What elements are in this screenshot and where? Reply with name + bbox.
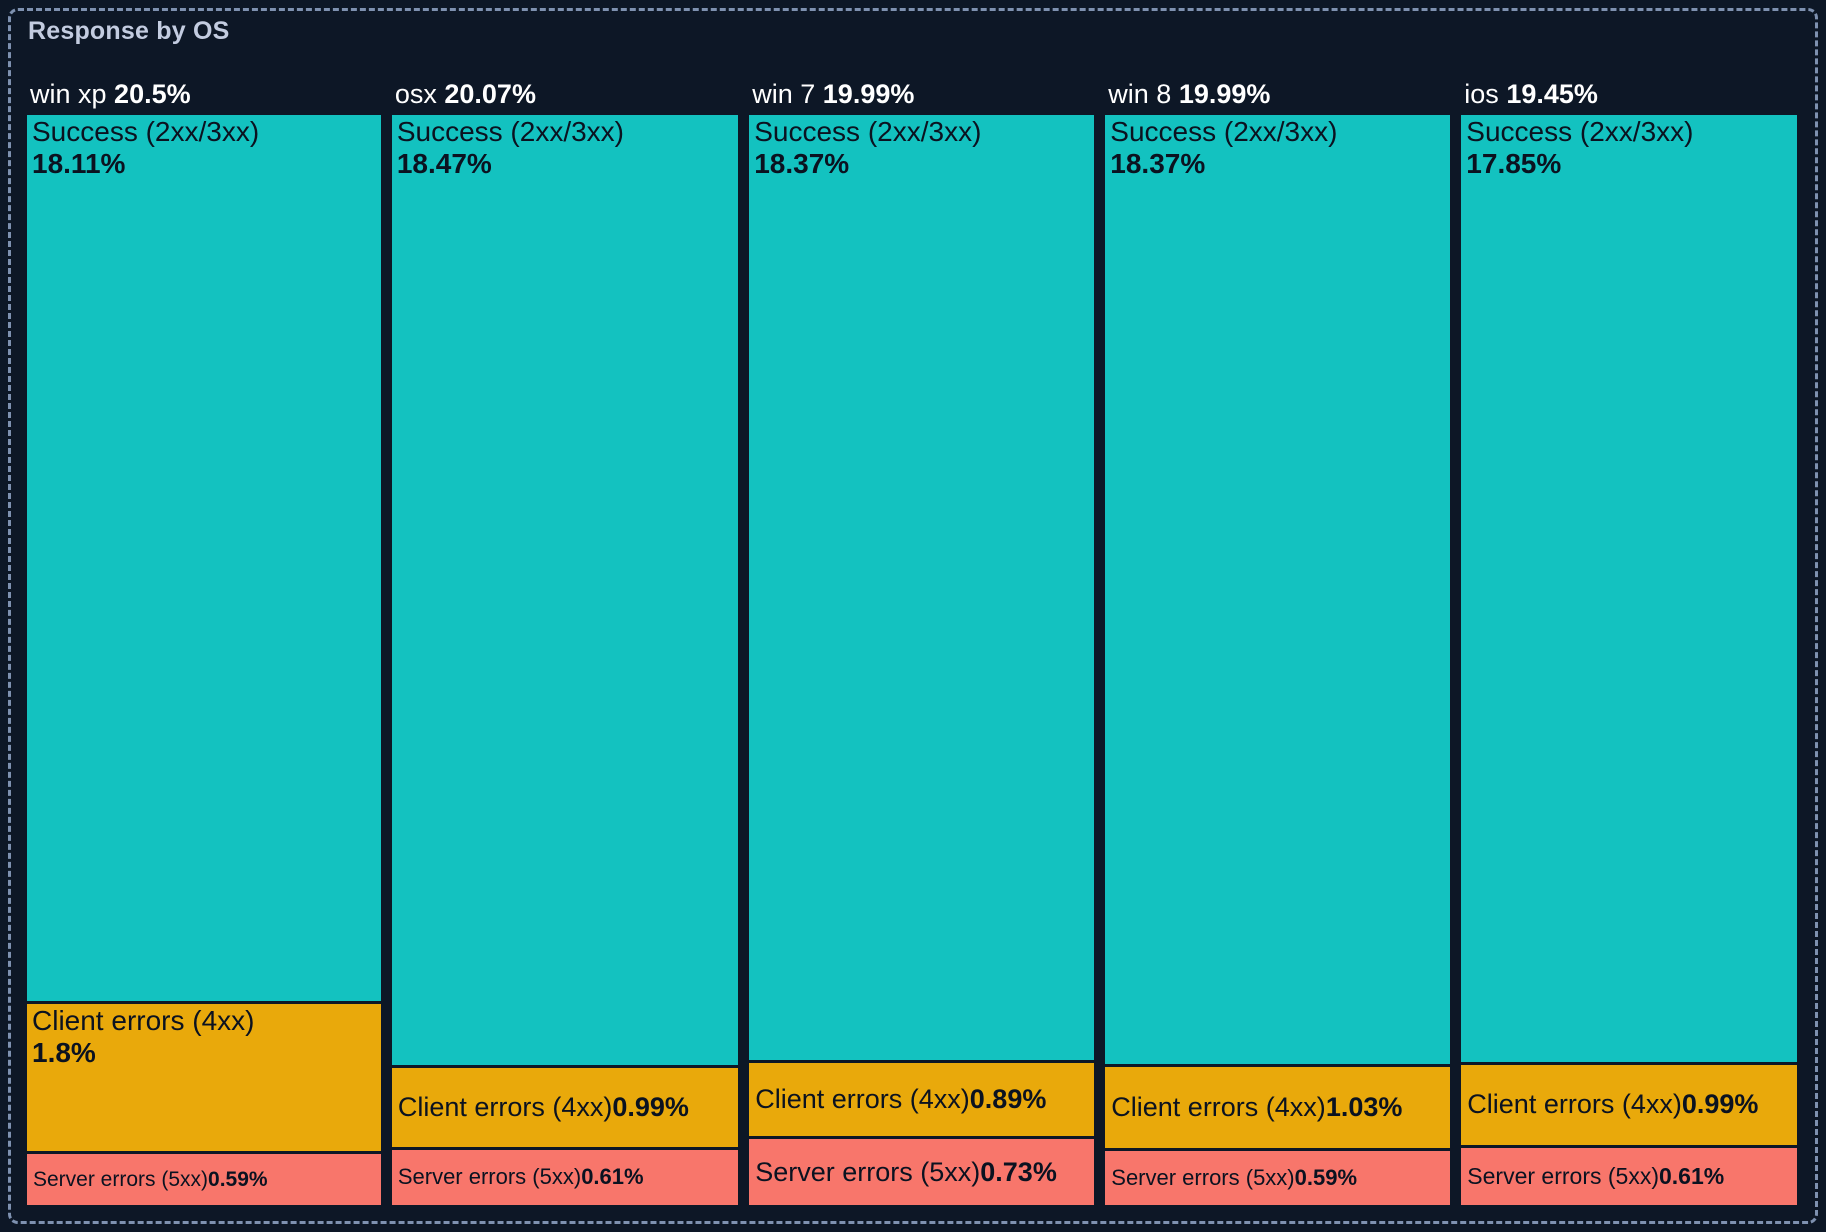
column-header: win xp 20.5%: [27, 80, 381, 115]
cell-value: 0.61%: [1659, 1162, 1725, 1189]
treemap-cell-client-errors[interactable]: Client errors (4xx) 0.89%: [749, 1062, 1095, 1137]
cell-value: 0.99%: [1681, 1089, 1759, 1120]
treemap-cell-success[interactable]: Success (2xx/3xx) 18.37%: [749, 115, 1095, 1060]
cell-value: 1.03%: [1325, 1091, 1403, 1122]
treemap-column-osx: osx 20.07% Success (2xx/3xx) 18.47% Client …: [391, 80, 739, 1205]
column-share-value: 20.5%: [114, 80, 191, 109]
cell-label: Server errors (5xx): [397, 1164, 582, 1190]
response-by-os-treemap: win xp 20.5% Success (2xx/3xx) 18.11% Clien…: [27, 80, 1797, 1206]
cell-value: 17.85%: [1466, 148, 1562, 180]
cell-value: 0.59%: [208, 1167, 268, 1191]
cell-label: Success (2xx/3xx): [1466, 116, 1694, 147]
cell-label: Client errors (4xx): [397, 1092, 613, 1123]
cell-label: Client errors (4xx): [32, 1004, 255, 1036]
panel-frame: Response by OS win xp 20.5% Success (2xx/…: [8, 8, 1818, 1224]
cell-label: Success (2xx/3xx): [396, 116, 624, 147]
cell-value: 0.73%: [980, 1156, 1057, 1187]
cell-value: 18.11%: [32, 148, 126, 180]
column-os-label: win 7: [752, 80, 816, 109]
cell-label: Server errors (5xx): [755, 1156, 981, 1187]
treemap-cell-server-errors[interactable]: Server errors (5xx) 0.59%: [1105, 1150, 1451, 1205]
cell-label: Success (2xx/3xx): [32, 116, 260, 147]
treemap-cell-client-errors[interactable]: Client errors (4xx) 0.99%: [1461, 1065, 1797, 1145]
treemap-cell-success[interactable]: Success (2xx/3xx) 18.37%: [1105, 115, 1451, 1065]
cell-label: Success (2xx/3xx): [754, 116, 982, 147]
treemap-column-win-8: win 8 19.99% Success (2xx/3xx) 18.37% Clien…: [1105, 80, 1451, 1205]
cell-value: 0.89%: [969, 1083, 1047, 1114]
cell-value: 18.47%: [396, 148, 492, 180]
column-header: win 7 19.99%: [749, 80, 1094, 115]
cell-value: 1.8%: [32, 1037, 96, 1069]
treemap-column-win-7: win 7 19.99% Success (2xx/3xx) 18.37% Clien…: [749, 80, 1095, 1205]
column-header: win 8 19.99%: [1105, 80, 1450, 115]
treemap-cell-success[interactable]: Success (2xx/3xx) 17.85%: [1461, 115, 1797, 1063]
column-os-label: win xp: [30, 80, 107, 109]
treemap-cell-client-errors[interactable]: Client errors (4xx) 1.03%: [1105, 1067, 1451, 1148]
cell-value: 0.59%: [1294, 1164, 1358, 1190]
column-stack: Success (2xx/3xx) 18.37% Client errors (4x…: [749, 115, 1095, 1205]
cell-label: Server errors (5xx): [33, 1167, 209, 1191]
column-stack: Success (2xx/3xx) 18.11% Client errors (4x…: [27, 115, 381, 1206]
column-os-label: win 8: [1108, 80, 1172, 109]
cell-value: 0.61%: [581, 1164, 644, 1190]
column-share-value: 20.07%: [444, 80, 536, 109]
treemap-cell-server-errors[interactable]: Server errors (5xx) 0.73%: [749, 1139, 1095, 1205]
cell-label: Client errors (4xx): [1467, 1089, 1682, 1120]
cell-value: 0.99%: [612, 1092, 689, 1123]
treemap-cell-client-errors[interactable]: Client errors (4xx) 0.99%: [391, 1068, 739, 1147]
column-share-value: 19.99%: [1178, 80, 1271, 109]
treemap-column-win-xp: win xp 20.5% Success (2xx/3xx) 18.11% Clien…: [27, 80, 381, 1206]
column-share-value: 19.99%: [822, 80, 915, 109]
column-os-label: osx: [394, 80, 437, 109]
treemap-cell-success[interactable]: Success (2xx/3xx) 18.47%: [391, 115, 739, 1066]
panel-title: Response by OS: [28, 17, 230, 45]
cell-value: 18.37%: [1110, 148, 1206, 180]
treemap-cell-success[interactable]: Success (2xx/3xx) 18.11%: [27, 115, 381, 1001]
column-stack: Success (2xx/3xx) 17.85% Client errors (4x…: [1461, 115, 1797, 1205]
cell-label: Server errors (5xx): [1467, 1162, 1659, 1189]
cell-value: 18.37%: [754, 148, 850, 180]
cell-label: Server errors (5xx): [1111, 1164, 1295, 1190]
column-os-label: ios: [1464, 80, 1499, 109]
treemap-cell-client-errors[interactable]: Client errors (4xx) 1.8%: [27, 1003, 381, 1152]
treemap-column-ios: ios 19.45% Success (2xx/3xx) 17.85% Client …: [1461, 80, 1797, 1205]
treemap-cell-server-errors[interactable]: Server errors (5xx) 0.59%: [27, 1154, 381, 1206]
column-share-value: 19.45%: [1506, 80, 1598, 109]
column-header: ios 19.45%: [1461, 80, 1797, 115]
treemap-cell-server-errors[interactable]: Server errors (5xx) 0.61%: [391, 1149, 739, 1205]
cell-label: Client errors (4xx): [1111, 1091, 1326, 1122]
column-stack: Success (2xx/3xx) 18.47% Client errors (4x…: [391, 115, 739, 1205]
treemap-cell-server-errors[interactable]: Server errors (5xx) 0.61%: [1461, 1147, 1797, 1205]
cell-label: Client errors (4xx): [755, 1083, 970, 1114]
column-header: osx 20.07%: [392, 80, 738, 115]
column-stack: Success (2xx/3xx) 18.37% Client errors (4x…: [1105, 115, 1451, 1205]
cell-label: Success (2xx/3xx): [1110, 116, 1338, 147]
